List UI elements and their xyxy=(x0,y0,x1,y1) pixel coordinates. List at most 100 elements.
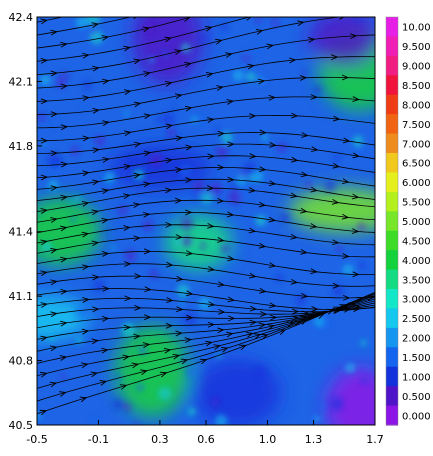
streamline-arrow xyxy=(227,255,235,262)
field-speckle-dot xyxy=(242,54,250,62)
streamline-arrow xyxy=(174,49,182,55)
colorbar-swatch xyxy=(386,94,398,115)
heatmap-field xyxy=(37,17,375,425)
streamline-arrow xyxy=(133,58,141,65)
streamline-arrow xyxy=(185,144,193,151)
streamline-arrow xyxy=(220,346,229,353)
streamline-arrow xyxy=(225,52,233,58)
streamline-arrow xyxy=(40,137,49,144)
field-speckle-dot xyxy=(136,383,145,392)
streamline-arrow xyxy=(330,54,339,61)
colorbar-label: 7.500 xyxy=(402,120,431,131)
field-speckle-dot xyxy=(121,323,136,337)
streamline-arrow xyxy=(60,124,69,131)
streamline xyxy=(37,187,375,212)
streamline-arrow xyxy=(174,93,183,100)
streamline-arrow xyxy=(226,331,234,338)
colorbar-swatch xyxy=(386,230,398,251)
colorbar-label: 0.000 xyxy=(402,411,431,422)
field-speckle-dot xyxy=(314,316,325,327)
streamline-arrow xyxy=(258,322,267,329)
streamline xyxy=(37,34,375,89)
field-speckle-dot xyxy=(162,50,169,58)
field-speckle-dot xyxy=(161,112,175,126)
streamline-arrow xyxy=(92,65,100,72)
streamline-arrow xyxy=(332,282,341,289)
streamline-arrow xyxy=(227,296,236,303)
field-speckle-dot xyxy=(228,190,242,204)
field-speckle-dot xyxy=(211,398,220,406)
streamline-arrow xyxy=(176,275,184,282)
streamline-arrow xyxy=(206,185,215,192)
streamline-arrow xyxy=(300,292,309,299)
streamline xyxy=(37,199,375,223)
streamline-arrow xyxy=(224,4,231,10)
field-speckle-dot xyxy=(238,186,252,200)
streamline-arrow xyxy=(143,211,151,218)
streamline-arrow xyxy=(300,319,308,325)
field-speckle-dot xyxy=(354,17,362,22)
streamline-arrow xyxy=(290,278,299,285)
streamline-arrow xyxy=(332,162,341,169)
streamline-arrow xyxy=(81,328,90,335)
field-speckle-dot xyxy=(180,217,194,231)
field-speckle-dot xyxy=(221,244,230,253)
streamline xyxy=(37,96,375,129)
streamline-arrow xyxy=(290,156,299,163)
streamline xyxy=(37,224,375,246)
streamline-arrow xyxy=(144,286,152,293)
colorbar-label: 3.500 xyxy=(402,275,431,286)
streamline-arrow xyxy=(269,314,278,321)
streamline-arrow xyxy=(60,225,68,232)
streamline-arrow xyxy=(342,178,350,185)
field-speckle-dot xyxy=(171,105,177,111)
colorbar: 10.00 9.500 9.000 8.500 8.000 7.500 7.000 6.500… xyxy=(385,16,431,426)
x-axis: -0.5 -0.1 0.3 0.6 1.0 1.3 1.7 xyxy=(26,420,384,446)
streamline-arrow xyxy=(207,153,215,160)
streamline-arrow xyxy=(40,18,48,25)
streamline xyxy=(37,166,375,190)
field-speckle-dot xyxy=(179,164,193,178)
streamline-arrow xyxy=(143,71,152,77)
streamline-arrow xyxy=(122,0,129,6)
streamline xyxy=(37,211,375,234)
streamline-arrow xyxy=(91,209,100,216)
field-speckle-dot xyxy=(330,397,344,411)
colorbar-swatch xyxy=(386,211,398,232)
colorbar-label: 0.500 xyxy=(402,392,431,403)
streamline-arrow xyxy=(217,237,225,243)
field-speckle-dot xyxy=(86,17,101,26)
colorbar-swatch xyxy=(386,114,398,135)
streamline-arrow xyxy=(175,330,183,337)
colorbar-swatch xyxy=(386,36,398,57)
colorbar-label: 10.00 xyxy=(402,23,431,34)
colorbar-label: 5.500 xyxy=(402,198,431,209)
field-speckle-dot xyxy=(221,131,233,144)
streamline-arrow xyxy=(60,256,68,263)
streamline-arrow xyxy=(82,170,90,177)
field-speckle-dot xyxy=(111,245,117,251)
streamline-arrow xyxy=(291,112,299,119)
streamline-arrow xyxy=(92,179,100,186)
streamline-arrow xyxy=(82,297,90,303)
x-tick-label: 0.3 xyxy=(151,433,169,446)
streamline xyxy=(37,178,375,201)
field-speckle-dot xyxy=(209,182,222,196)
streamline-arrow xyxy=(217,164,225,171)
field-speckle-dot xyxy=(360,339,367,346)
streamline-arrow xyxy=(307,37,316,43)
streamline-arrow xyxy=(59,391,67,397)
streamline-arrow xyxy=(299,75,308,81)
streamline-arrow xyxy=(60,41,68,48)
streamline-arrow xyxy=(132,17,141,20)
colorbar-swatch xyxy=(386,366,398,387)
streamline-arrow xyxy=(91,22,100,29)
field-speckle-dot xyxy=(138,345,148,355)
field-speckle-dot xyxy=(345,362,356,374)
streamline xyxy=(37,143,375,167)
field-speckle-dot xyxy=(39,74,51,86)
field-speckle-dot xyxy=(246,72,256,82)
streamline-arrow xyxy=(207,266,216,272)
field-speckle-dot xyxy=(51,117,61,127)
field-region xyxy=(308,17,375,67)
